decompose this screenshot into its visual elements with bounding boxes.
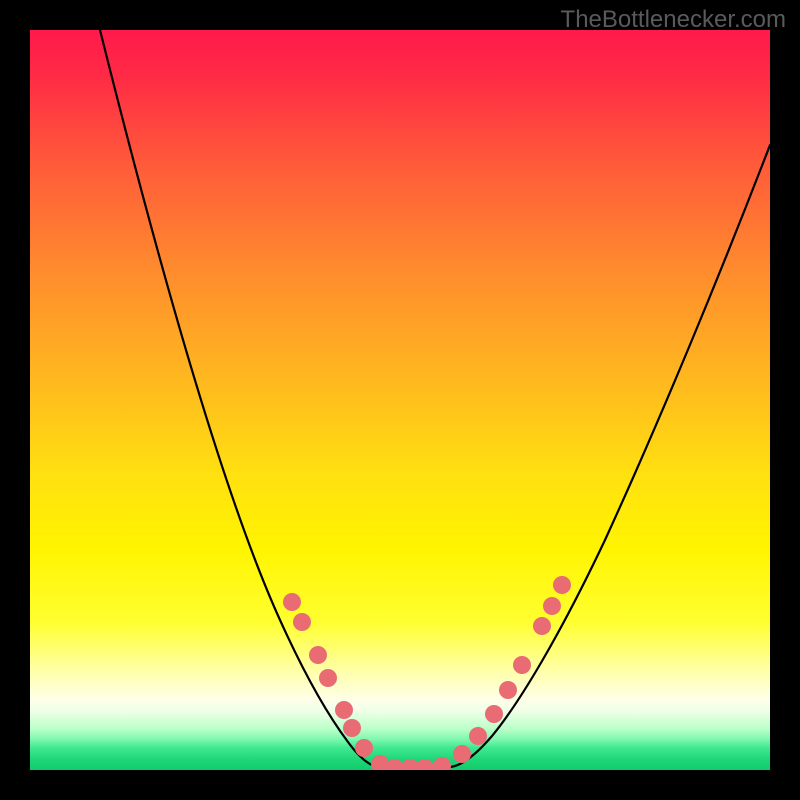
plot-area — [30, 30, 770, 770]
data-dot — [453, 745, 471, 763]
watermark-text: TheBottlenecker.com — [561, 6, 786, 34]
chart-root: TheBottlenecker.com — [0, 0, 800, 800]
data-dot — [343, 719, 361, 737]
data-dot — [319, 669, 337, 687]
data-dot — [499, 681, 517, 699]
data-dot — [355, 739, 373, 757]
data-dot — [283, 593, 301, 611]
data-dot — [293, 613, 311, 631]
data-dot — [553, 576, 571, 594]
data-dot — [485, 705, 503, 723]
data-dot — [469, 727, 487, 745]
data-dot — [335, 701, 353, 719]
gradient-background — [30, 30, 770, 770]
data-dot — [543, 597, 561, 615]
data-dot — [533, 617, 551, 635]
plot-svg — [30, 30, 770, 770]
data-dot — [513, 656, 531, 674]
data-dot — [309, 646, 327, 664]
